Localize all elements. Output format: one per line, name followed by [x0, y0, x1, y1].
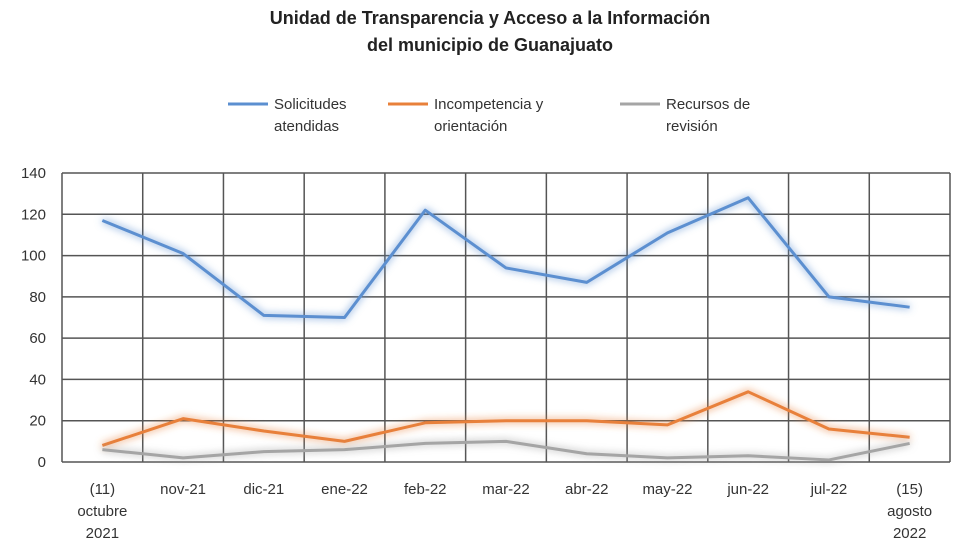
x-tick-label: jun-22: [726, 481, 769, 498]
x-tick-label: ene-22: [321, 481, 368, 498]
x-tick-label: (15) agosto 2022: [887, 481, 932, 542]
legend-label: Recursos de revisión: [666, 96, 750, 135]
x-tick-label: abr-22: [565, 481, 608, 498]
y-tick-label: 20: [29, 413, 46, 430]
y-tick-label: 40: [29, 371, 46, 388]
x-tick-label: jul-22: [810, 481, 848, 498]
x-tick-label: may-22: [642, 481, 692, 498]
y-tick-label: 0: [38, 454, 46, 471]
legend-label: Solicitudes atendidas: [274, 96, 347, 135]
x-tick-label: feb-22: [404, 481, 447, 498]
y-tick-label: 100: [21, 248, 46, 265]
x-tick-label: (11) octubre 2021: [77, 481, 127, 542]
x-tick-label: mar-22: [482, 481, 530, 498]
series-line: [101, 390, 910, 447]
series-line: [102, 439, 910, 462]
x-tick-label: nov-21: [160, 481, 206, 498]
chart-title: Unidad de Transparencia y Acceso a la In…: [270, 8, 710, 55]
y-tick-label: 60: [29, 330, 46, 347]
series-line: [101, 196, 910, 319]
y-tick-label: 120: [21, 206, 46, 223]
y-tick-label: 140: [21, 165, 46, 182]
y-tick-label: 80: [29, 289, 46, 306]
x-tick-label: dic-21: [243, 481, 284, 498]
legend-label: Incompetencia y orientación: [434, 96, 544, 135]
